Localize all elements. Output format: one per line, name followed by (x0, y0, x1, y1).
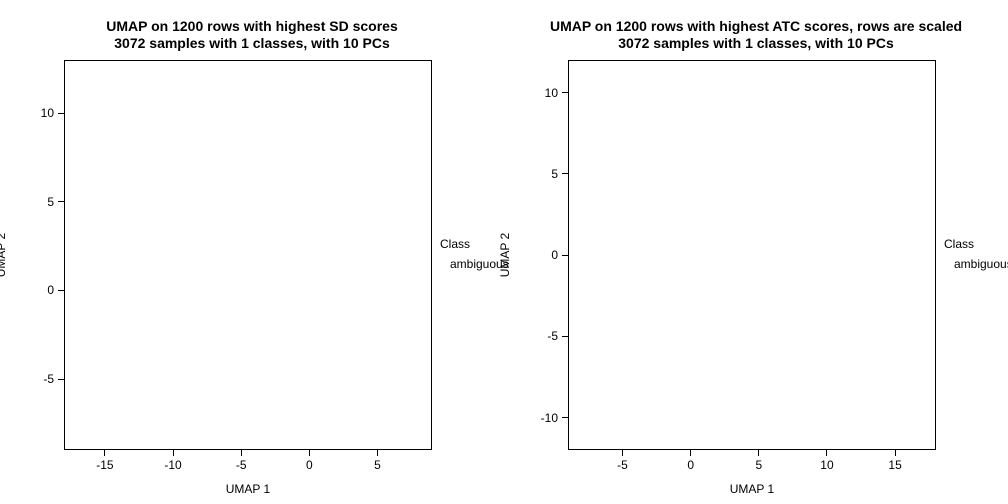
legend-item: ambiguous (954, 254, 1008, 274)
ytick-label: 5 (47, 195, 54, 209)
xtick-label: 10 (820, 458, 833, 472)
ytick-mark (562, 336, 568, 337)
xtick-label: 15 (888, 458, 901, 472)
xtick-mark (758, 450, 759, 456)
title-line-1: UMAP on 1200 rows with highest ATC score… (504, 18, 1008, 35)
xtick-mark (104, 450, 105, 456)
xtick-mark (377, 450, 378, 456)
legend-title: Class (944, 234, 1008, 254)
panel-left-title: UMAP on 1200 rows with highest SD scores… (0, 18, 504, 52)
ytick-label: 10 (545, 86, 558, 100)
ytick-mark (58, 290, 64, 291)
title-line-2: 3072 samples with 1 classes, with 10 PCs (0, 35, 504, 52)
ytick-mark (562, 173, 568, 174)
ylabel-right: UMAP 2 (498, 233, 512, 277)
title-line-2: 3072 samples with 1 classes, with 10 PCs (504, 35, 1008, 52)
xtick-mark (690, 450, 691, 456)
panel-right: UMAP on 1200 rows with highest ATC score… (504, 0, 1008, 504)
ylabel-left: UMAP 2 (0, 233, 8, 277)
ytick-label: -5 (43, 372, 54, 386)
legend-right: Class ambiguous (944, 234, 1008, 274)
xtick-mark (173, 450, 174, 456)
xtick-mark (826, 450, 827, 456)
xlabel-right: UMAP 1 (568, 482, 936, 496)
ytick-mark (562, 417, 568, 418)
xtick-mark (241, 450, 242, 456)
plot-area-right (568, 60, 936, 450)
ytick-label: 0 (551, 248, 558, 262)
xtick-mark (309, 450, 310, 456)
xtick-label: 5 (755, 458, 762, 472)
xtick-label: -5 (236, 458, 247, 472)
ytick-mark (58, 201, 64, 202)
figure: UMAP on 1200 rows with highest SD scores… (0, 0, 1008, 504)
xtick-label: 0 (687, 458, 694, 472)
title-line-1: UMAP on 1200 rows with highest SD scores (0, 18, 504, 35)
ytick-label: 10 (41, 106, 54, 120)
xtick-mark (622, 450, 623, 456)
ytick-label: -10 (541, 411, 558, 425)
xtick-label: -5 (617, 458, 628, 472)
panel-left: UMAP on 1200 rows with highest SD scores… (0, 0, 504, 504)
panel-right-title: UMAP on 1200 rows with highest ATC score… (504, 18, 1008, 52)
ytick-label: -5 (547, 329, 558, 343)
ytick-label: 5 (551, 167, 558, 181)
ytick-mark (562, 92, 568, 93)
xlabel-left: UMAP 1 (64, 482, 432, 496)
plot-area-left (64, 60, 432, 450)
xtick-label: -15 (96, 458, 113, 472)
xtick-label: 0 (306, 458, 313, 472)
ytick-mark (562, 255, 568, 256)
ytick-mark (58, 113, 64, 114)
xtick-mark (895, 450, 896, 456)
ytick-mark (58, 379, 64, 380)
ytick-label: 0 (47, 283, 54, 297)
xtick-label: -10 (164, 458, 181, 472)
xtick-label: 5 (374, 458, 381, 472)
